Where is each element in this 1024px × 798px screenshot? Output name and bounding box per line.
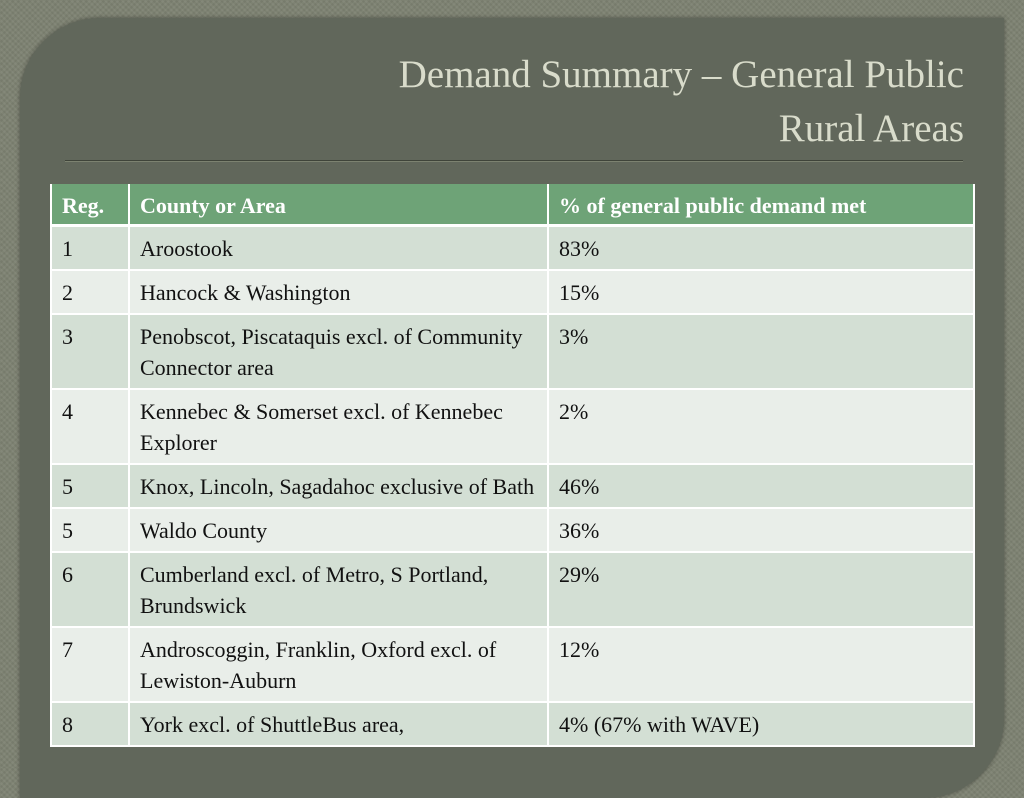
table-cell: York excl. of ShuttleBus area, <box>128 702 549 747</box>
table-cell: Waldo County <box>128 508 549 553</box>
title-line: Demand Summary – General Public <box>398 53 964 96</box>
table-cell: 3 <box>50 314 130 390</box>
table-cell: 12% <box>547 627 975 703</box>
table-cell: 7 <box>50 627 130 703</box>
table-row: 5 Knox, Lincoln, Sagadahoc exclusive of B… <box>50 464 975 509</box>
table-cell: 83% <box>547 225 975 271</box>
table-cell: 2% <box>547 389 975 465</box>
column-header: % of general public demand met <box>547 184 975 227</box>
table-cell: 6 <box>50 552 130 628</box>
table-cell: Androscoggin, Franklin, Oxford excl. of … <box>128 627 549 703</box>
table-cell: 8 <box>50 702 130 747</box>
table-row: 8 York excl. of ShuttleBus area, 4% (67% w… <box>50 702 975 747</box>
table-cell: 5 <box>50 508 130 553</box>
title: Demand Summary – General Public Rural Ar… <box>399 48 964 156</box>
table-cell: Hancock & Washington <box>128 270 549 315</box>
table-cell: Cumberland excl. of Metro, S Portland, B… <box>128 552 549 628</box>
table-cell: Knox, Lincoln, Sagadahoc exclusive of Ba… <box>128 464 549 509</box>
table-cell: Kennebec & Somerset excl. of Kennebec Ex… <box>128 389 549 465</box>
table-row: 2 Hancock & Washington 15% <box>50 270 975 315</box>
table-cell: 1 <box>50 225 130 271</box>
title-line: Rural Areas <box>778 107 964 150</box>
table-cell: 4% (67% with WAVE) <box>547 702 975 747</box>
column-header: Reg. <box>50 184 130 227</box>
column-header: County or Area <box>128 184 549 227</box>
table-cell: 29% <box>547 552 975 628</box>
table-cell: 46% <box>547 464 975 509</box>
table-row: 3 Penobscot, Piscataquis excl. of Communi… <box>50 314 975 390</box>
title-rule <box>65 160 963 162</box>
table-cell: 5 <box>50 464 130 509</box>
table-cell: 4 <box>50 389 130 465</box>
table-row: 6 Cumberland excl. of Metro, S Portland, … <box>50 552 975 628</box>
table-cell: 2 <box>50 270 130 315</box>
table-row: 7 Androscoggin, Franklin, Oxford excl. of… <box>50 627 975 703</box>
demand-table: Reg. County or Area% of general public de… <box>50 184 975 747</box>
table-row: 4 Kennebec & Somerset excl. of Kennebec E… <box>50 389 975 465</box>
table-cell: 3% <box>547 314 975 390</box>
table-row: 5 Waldo County 36% <box>50 508 975 553</box>
table-cell: Penobscot, Piscataquis excl. of Communit… <box>128 314 549 390</box>
table-cell: 36% <box>547 508 975 553</box>
table-cell: 15% <box>547 270 975 315</box>
table-cell: Aroostook <box>128 225 549 271</box>
header-row: Reg. County or Area% of general public de… <box>50 184 975 227</box>
table-row: 1 Aroostook 83% <box>50 225 975 271</box>
